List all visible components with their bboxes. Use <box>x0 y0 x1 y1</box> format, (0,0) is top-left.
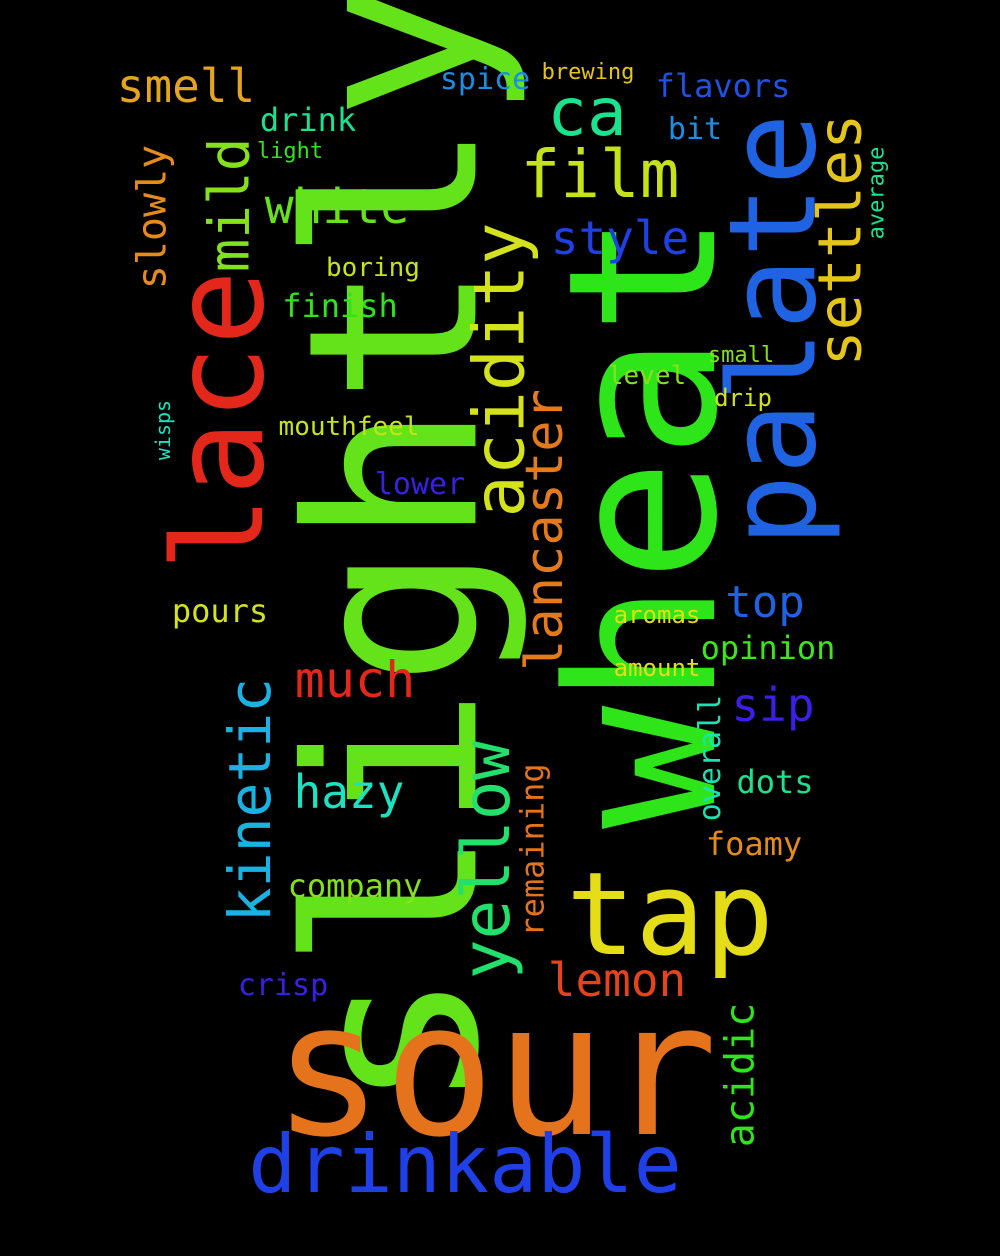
word-lower: lower <box>374 467 466 502</box>
word-bit: bit <box>667 112 723 147</box>
word-remaining: remaining <box>513 763 552 937</box>
word-drink: drink <box>259 101 357 139</box>
word-hazy: hazy <box>293 765 405 819</box>
word-settles: settles <box>805 113 875 367</box>
word-drip: drip <box>714 384 772 412</box>
word-spice: spice <box>439 62 531 97</box>
word-dots: dots <box>736 763 814 801</box>
word-acidic: acidic <box>717 1002 763 1148</box>
word-mouthfeel: mouthfeel <box>278 412 420 442</box>
word-lemon: lemon <box>547 953 687 1007</box>
word-white: white <box>264 179 410 235</box>
word-lancaster: lancaster <box>514 389 575 671</box>
word-smell: smell <box>116 59 256 113</box>
word-finish: finish <box>282 287 398 325</box>
word-foamy: foamy <box>705 825 803 863</box>
word-overall: overall <box>693 694 728 822</box>
word-company: company <box>287 867 423 905</box>
word-pours: pours <box>171 592 269 630</box>
word-level: level <box>607 361 687 391</box>
word-boring: boring <box>326 253 420 283</box>
word-sip: sip <box>731 678 815 732</box>
word-opinion: opinion <box>700 629 836 667</box>
word-drinkable: drinkable <box>248 1118 682 1211</box>
word-average: average <box>864 146 889 240</box>
word-crisp: crisp <box>237 968 329 1003</box>
word-top: top <box>725 577 805 628</box>
word-light: light <box>256 139 324 164</box>
word-wisps: wisps <box>151 399 175 461</box>
word-kinetic: kinetic <box>216 677 284 923</box>
word-film: film <box>520 136 680 213</box>
word-style: style <box>550 211 690 265</box>
word-small: small <box>707 343 775 368</box>
word-much: much <box>294 651 416 709</box>
word-tap: tap <box>566 847 774 982</box>
word-amount: amount <box>613 654 701 682</box>
word-brewing: brewing <box>541 60 635 85</box>
word-aromas: aromas <box>613 601 701 629</box>
word-mild: mild <box>196 137 262 273</box>
word-ca: ca <box>547 74 627 151</box>
word-lace: lace <box>147 269 293 571</box>
word-yellow: yellow <box>447 740 525 980</box>
word-slowly: slowly <box>129 144 175 290</box>
word-flavors: flavors <box>655 67 791 105</box>
word-sour: sour <box>272 961 718 1178</box>
